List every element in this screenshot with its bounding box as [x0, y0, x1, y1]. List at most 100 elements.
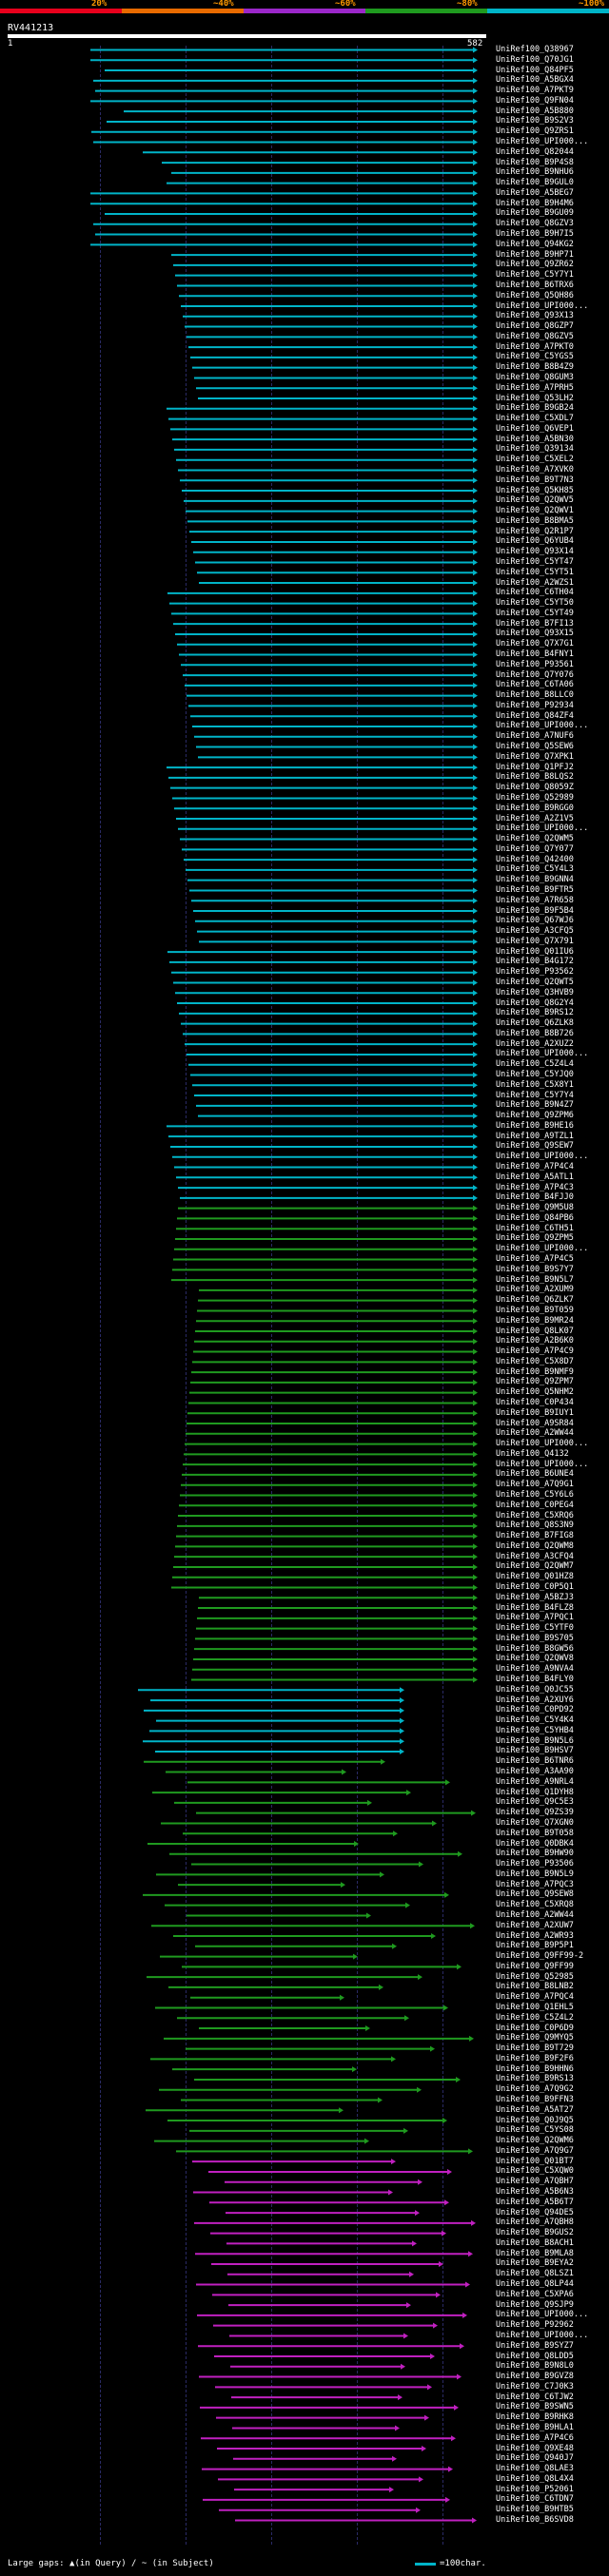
hit-label[interactable]: UniRef100_A5BEG7	[496, 187, 574, 198]
hit-label[interactable]: UniRef100_B9RGG0	[496, 803, 574, 813]
hit-label[interactable]: UniRef100_B9P4S8	[496, 157, 574, 167]
hit-label[interactable]: UniRef100_Q7X7G1	[496, 639, 574, 649]
hit-label[interactable]: UniRef100_A3CFQ4	[496, 1551, 574, 1561]
hit-label[interactable]: UniRef100_B4FLY0	[496, 1675, 574, 1685]
hit-label[interactable]: UniRef100_C5YT50	[496, 598, 574, 609]
hit-label[interactable]: UniRef100_C5XEL2	[496, 455, 574, 465]
hit-label[interactable]: UniRef100_A2XUW7	[496, 1920, 574, 1930]
hit-label[interactable]: UniRef100_Q6VEP1	[496, 423, 574, 434]
hit-label[interactable]: UniRef100_C5XPA6	[496, 2289, 574, 2299]
hit-label[interactable]: UniRef100_B9F2F6	[496, 2053, 574, 2063]
hit-label[interactable]: UniRef100_C5Y4K4	[496, 1715, 574, 1726]
hit-label[interactable]: UniRef100_Q2QWT5	[496, 977, 574, 987]
hit-label[interactable]: UniRef100_Q7Y077	[496, 843, 574, 854]
hit-label[interactable]: UniRef100_Q7XPK1	[496, 751, 574, 762]
hit-label[interactable]: UniRef100_B8LLC0	[496, 690, 574, 701]
hit-label[interactable]: UniRef100_Q9ZPM6	[496, 1111, 574, 1121]
hit-label[interactable]: UniRef100_Q8GZV3	[496, 219, 574, 229]
hit-label[interactable]: UniRef100_B8LNB2	[496, 1982, 574, 1992]
hit-label[interactable]: UniRef100_Q9MYQ5	[496, 2033, 574, 2043]
hit-label[interactable]: UniRef100_B9P5P1	[496, 1941, 574, 1951]
hit-label[interactable]: UniRef100_B9GU09	[496, 208, 574, 219]
hit-label[interactable]: UniRef100_Q93X13	[496, 311, 574, 321]
hit-label[interactable]: UniRef100_B9RS12	[496, 1008, 574, 1018]
hit-label[interactable]: UniRef100_B9S7Y7	[496, 1264, 574, 1274]
hit-label[interactable]: UniRef100_Q38967	[496, 45, 574, 54]
hit-label[interactable]: UniRef100_A3AA90	[496, 1767, 574, 1777]
hit-label[interactable]: UniRef100_A7QBH7	[496, 2177, 574, 2187]
hit-label[interactable]: UniRef100_A2XUY6	[496, 1695, 574, 1705]
hit-label[interactable]: UniRef100_B9MR24	[496, 1315, 574, 1326]
hit-label[interactable]: UniRef100_B9GB24	[496, 403, 574, 414]
hit-label[interactable]: UniRef100_A5B6T7	[496, 2197, 574, 2207]
hit-label[interactable]: UniRef100_Q9FF99	[496, 1961, 574, 1971]
hit-label[interactable]: UniRef100_Q70JG1	[496, 54, 574, 65]
hit-label[interactable]: UniRef100_A7P4C4	[496, 1162, 574, 1172]
hit-label[interactable]: UniRef100_C6TA06	[496, 680, 574, 690]
hit-label[interactable]: UniRef100_Q5QH86	[496, 290, 574, 300]
hit-label[interactable]: UniRef100_B9NMF9	[496, 1366, 574, 1377]
hit-label[interactable]: UniRef100_A7P4C9	[496, 1346, 574, 1357]
hit-label[interactable]: UniRef100_B9IUY1	[496, 1407, 574, 1418]
hit-label[interactable]: UniRef100_B9GUL0	[496, 178, 574, 188]
hit-label[interactable]: UniRef100_B9HLA1	[496, 2422, 574, 2432]
hit-label[interactable]: UniRef100_B9HHN6	[496, 2063, 574, 2074]
hit-label[interactable]: UniRef100_Q9ZPM5	[496, 1233, 574, 1244]
hit-label[interactable]: UniRef100_UPI000...	[496, 823, 589, 834]
hit-label[interactable]: UniRef100_Q5SEW6	[496, 742, 574, 752]
hit-label[interactable]: UniRef100_B9HE16	[496, 1120, 574, 1131]
hit-label[interactable]: UniRef100_B9NHU6	[496, 167, 574, 178]
hit-label[interactable]: UniRef100_Q1PFJ2	[496, 762, 574, 772]
hit-label[interactable]: UniRef100_C6TDN7	[496, 2494, 574, 2505]
hit-label[interactable]: UniRef100_B8BMA5	[496, 515, 574, 526]
hit-label[interactable]: UniRef100_A3CFQ5	[496, 926, 574, 937]
hit-label[interactable]: UniRef100_A7PRH5	[496, 382, 574, 393]
hit-label[interactable]: UniRef100_Q01HZ8	[496, 1572, 574, 1582]
hit-label[interactable]: UniRef100_A7R658	[496, 895, 574, 905]
hit-label[interactable]: UniRef100_Q39134	[496, 444, 574, 455]
hit-label[interactable]: UniRef100_Q94DE5	[496, 2207, 574, 2218]
hit-label[interactable]: UniRef100_B8GW56	[496, 1643, 574, 1654]
hit-label[interactable]: UniRef100_Q9ZS39	[496, 1808, 574, 1818]
hit-label[interactable]: UniRef100_A2XUM9	[496, 1285, 574, 1295]
hit-label[interactable]: UniRef100_Q8LDD5	[496, 2351, 574, 2361]
hit-label[interactable]: UniRef100_Q1DYH8	[496, 1787, 574, 1797]
hit-label[interactable]: UniRef100_B4FJJ0	[496, 1192, 574, 1203]
hit-label[interactable]: UniRef100_A9NRL4	[496, 1776, 574, 1787]
hit-label[interactable]: UniRef100_Q01BT7	[496, 2156, 574, 2166]
hit-label[interactable]: UniRef100_B9SYZ7	[496, 2340, 574, 2351]
hit-label[interactable]: UniRef100_C0P434	[496, 1397, 574, 1407]
hit-label[interactable]: UniRef100_B9HTB5	[496, 2505, 574, 2515]
hit-label[interactable]: UniRef100_A2XUZ2	[496, 1038, 574, 1049]
hit-label[interactable]: UniRef100_B9FFN3	[496, 2095, 574, 2104]
hit-label[interactable]: UniRef100_B9T7N3	[496, 475, 574, 485]
hit-label[interactable]: UniRef100_A7PQC4	[496, 1992, 574, 2003]
hit-label[interactable]: UniRef100_Q8GZP7	[496, 321, 574, 332]
hit-label[interactable]: UniRef100_Q5KH85	[496, 485, 574, 495]
hit-label[interactable]: UniRef100_C5Y4L3	[496, 864, 574, 875]
hit-label[interactable]: UniRef100_B9FTR5	[496, 884, 574, 895]
hit-label[interactable]: UniRef100_UPI000...	[496, 1049, 589, 1059]
hit-label[interactable]: UniRef100_Q8GUM3	[496, 372, 574, 382]
hit-label[interactable]: UniRef100_A7PKT9	[496, 86, 574, 96]
hit-label[interactable]: UniRef100_C0P6D9	[496, 2023, 574, 2033]
hit-label[interactable]: UniRef100_A9NVA4	[496, 1664, 574, 1675]
hit-label[interactable]: UniRef100_Q9XE48	[496, 2443, 574, 2453]
hit-label[interactable]: UniRef100_UPI000...	[496, 300, 589, 311]
hit-label[interactable]: UniRef100_A2Z1V5	[496, 813, 574, 823]
hit-label[interactable]: UniRef100_C0PEG4	[496, 1500, 574, 1510]
hit-label[interactable]: UniRef100_B6TNR6	[496, 1756, 574, 1767]
hit-label[interactable]: UniRef100_Q9SEW8	[496, 1889, 574, 1900]
hit-label[interactable]: UniRef100_A7Q9G2	[496, 2084, 574, 2095]
hit-label[interactable]: UniRef100_Q940J7	[496, 2453, 574, 2464]
hit-label[interactable]: UniRef100_Q53LH2	[496, 393, 574, 403]
hit-label[interactable]: UniRef100_C5XRQ8	[496, 1900, 574, 1910]
hit-label[interactable]: UniRef100_Q8LK07	[496, 1326, 574, 1336]
hit-label[interactable]: UniRef100_B9HP71	[496, 249, 574, 260]
hit-label[interactable]: UniRef100_Q8LSZ1	[496, 2269, 574, 2279]
hit-label[interactable]: UniRef100_C6TH51	[496, 1223, 574, 1233]
hit-label[interactable]: UniRef100_Q7X791	[496, 936, 574, 946]
hit-label[interactable]: UniRef100_UPI000...	[496, 2330, 589, 2340]
hit-label[interactable]: UniRef100_B9N4Z7	[496, 1100, 574, 1111]
hit-label[interactable]: UniRef100_C5YHB4	[496, 1725, 574, 1735]
